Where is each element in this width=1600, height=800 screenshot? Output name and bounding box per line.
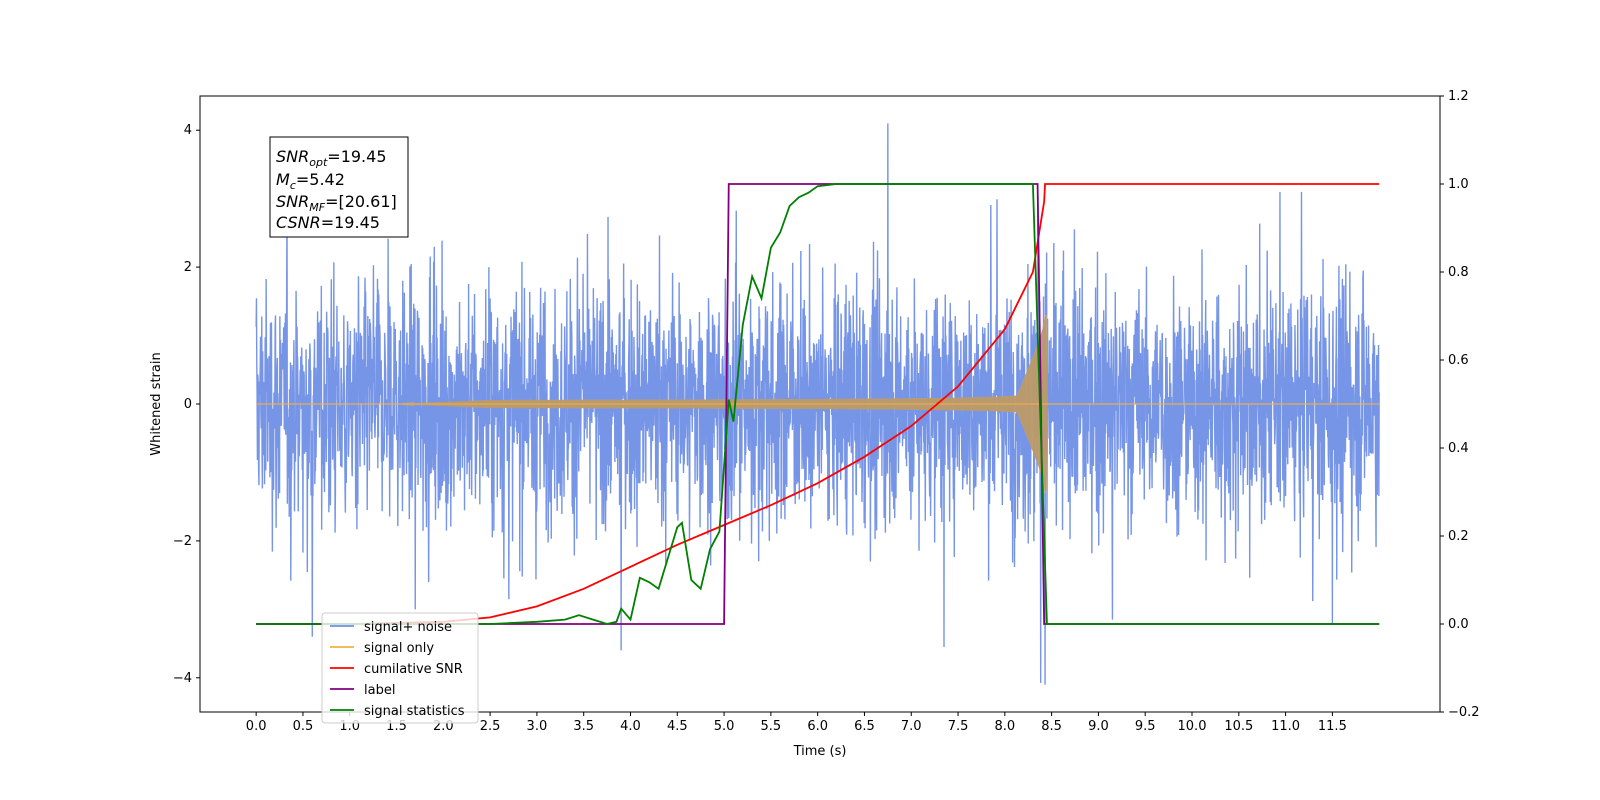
annotation-snr-opt: SNRopt=19.45 (276, 147, 387, 169)
legend: signal+ noise signal only cumilative SNR la… (321, 612, 479, 724)
x-tick-label: 9.0 (1088, 719, 1109, 734)
series-layer (255, 123, 1380, 685)
x-tick-label: 11.5 (1318, 719, 1347, 734)
x-tick-label: 10.0 (1178, 719, 1207, 734)
x-tick-label: 11.0 (1271, 719, 1300, 734)
y-axis-right: −0.2 0.0 0.2 0.4 0.6 0.8 1.0 1.2 (1440, 89, 1480, 720)
x-tick-label: 2.5 (480, 719, 501, 734)
series-signal-statistics (256, 183, 1380, 625)
legend-entry: signal only (364, 641, 434, 656)
series-cumulative-snr (256, 183, 1380, 625)
y2-tick-label: 0.4 (1448, 441, 1469, 456)
y2-tick-label: 1.2 (1448, 89, 1469, 104)
annotation-mc: Mc=5.42 (276, 170, 345, 192)
annotation-csnr: CSNR=19.45 (276, 213, 380, 232)
x-tick-label: 7.5 (948, 719, 969, 734)
legend-entry: signal+ noise (364, 620, 452, 635)
x-tick-label: 4.0 (620, 719, 641, 734)
y2-tick-label: −0.2 (1448, 705, 1480, 720)
y2-tick-label: 0.2 (1448, 529, 1469, 544)
y-tick-label: −2 (173, 534, 192, 549)
x-tick-label: 8.5 (1041, 719, 1062, 734)
x-tick-label: 3.0 (527, 719, 548, 734)
y2-tick-label: 0.6 (1448, 353, 1469, 368)
x-axis-label: Time (s) (793, 744, 847, 759)
legend-entry: signal statistics (364, 704, 465, 719)
y2-tick-label: 1.0 (1448, 177, 1469, 192)
x-tick-label: 3.5 (573, 719, 594, 734)
y2-tick-label: 0.8 (1448, 265, 1469, 280)
annotation-box: SNRopt=19.45 Mc=5.42 SNRMF=[20.61] CSNR=… (269, 136, 409, 238)
y-tick-label: 4 (184, 123, 192, 138)
series-signal-plus-noise (255, 123, 1380, 685)
y-axis-left: −4 −2 0 2 4 (173, 123, 200, 686)
x-tick-label: 9.5 (1135, 719, 1156, 734)
x-tick-label: 0.5 (293, 719, 314, 734)
y2-tick-label: 0.0 (1448, 617, 1469, 632)
x-tick-label: 5.0 (714, 719, 735, 734)
y-tick-label: −4 (173, 671, 192, 686)
x-tick-label: 5.5 (761, 719, 782, 734)
x-tick-label: 6.0 (807, 719, 828, 734)
legend-entry: cumilative SNR (364, 662, 463, 677)
x-tick-label: 10.5 (1224, 719, 1253, 734)
y-axis-label: Whitened strain (149, 352, 164, 455)
x-tick-label: 7.0 (901, 719, 922, 734)
y-tick-label: 0 (184, 397, 192, 412)
y-tick-label: 2 (184, 260, 192, 275)
x-tick-label: 4.5 (667, 719, 688, 734)
legend-entry: label (364, 683, 395, 698)
x-tick-label: 8.0 (994, 719, 1015, 734)
x-tick-label: 0.0 (246, 719, 267, 734)
legend-box (321, 612, 479, 724)
annotation-snr-mf: SNRMF=[20.61] (276, 192, 397, 214)
x-tick-label: 6.5 (854, 719, 875, 734)
